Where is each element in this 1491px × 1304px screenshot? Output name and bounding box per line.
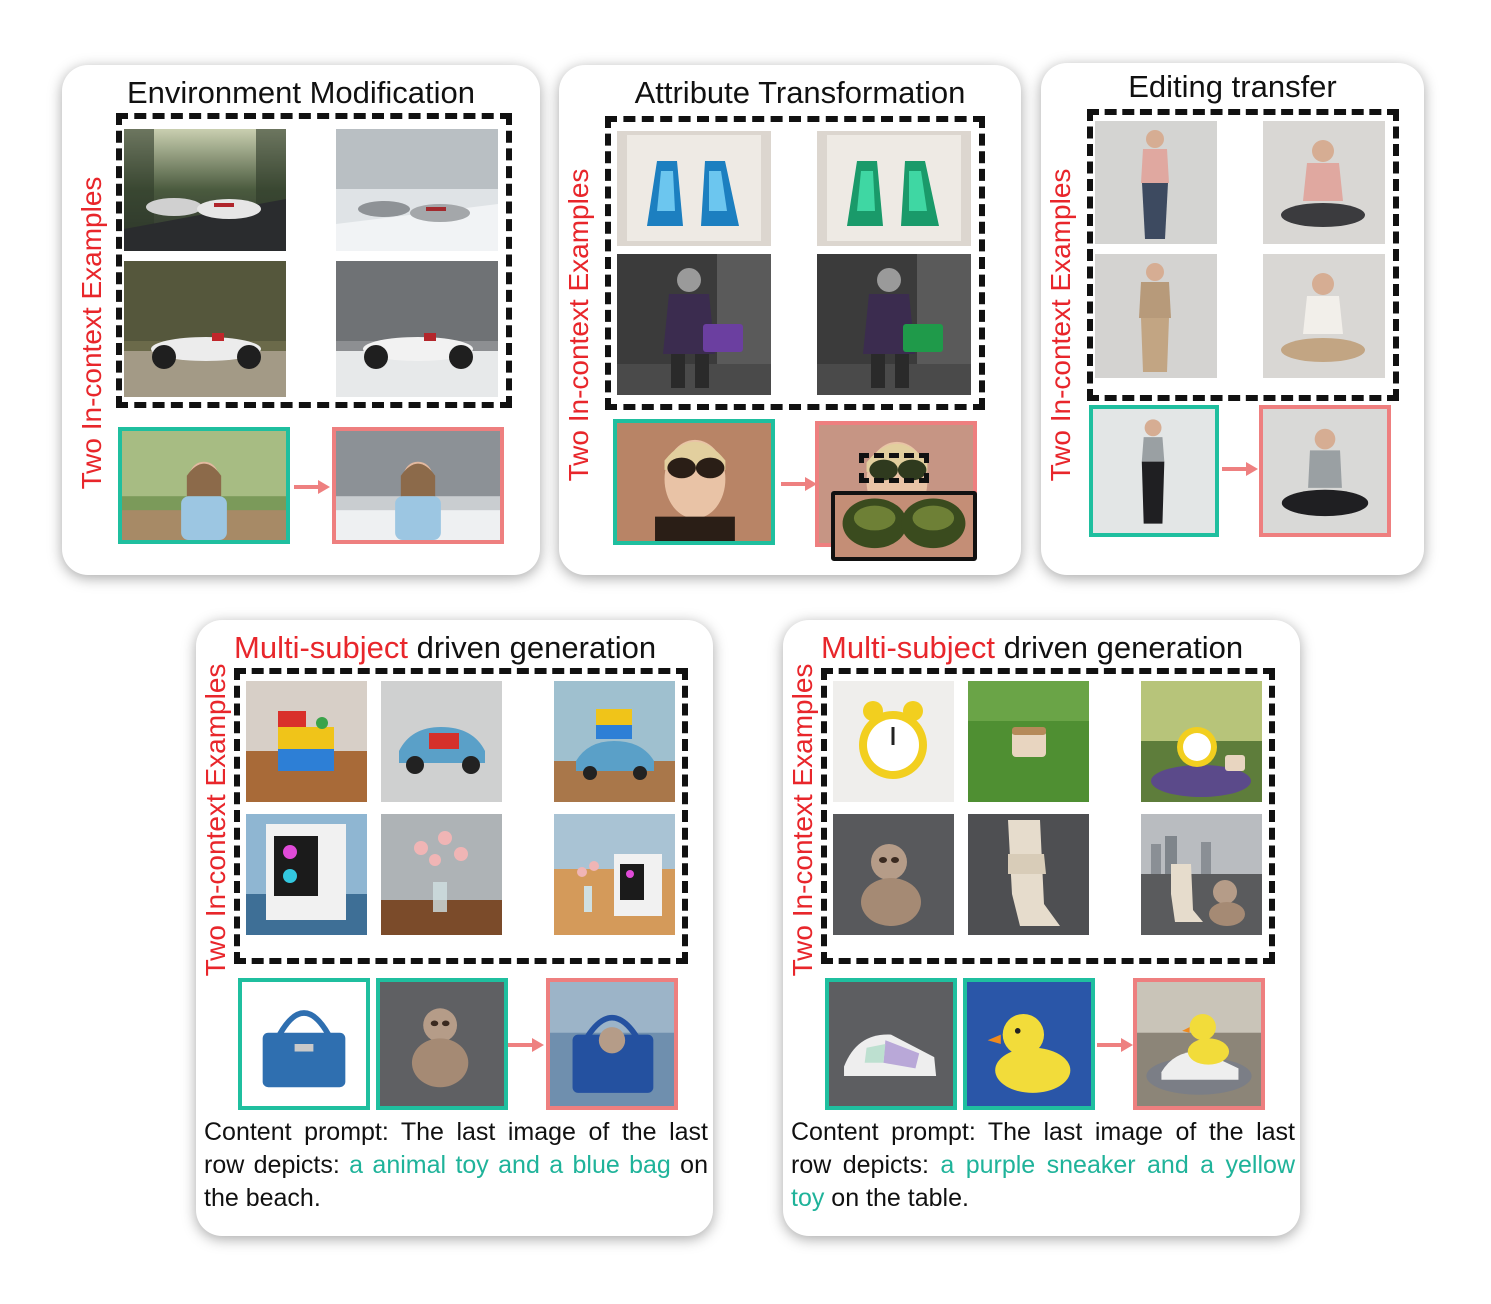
title-rest: driven generation — [995, 630, 1244, 665]
content-prompt: Content prompt: The last image of the la… — [791, 1116, 1295, 1215]
arrow-icon — [1097, 1038, 1133, 1052]
panel-title: Editing transfer — [1128, 69, 1337, 104]
query-input-image-rubber-duck — [963, 978, 1095, 1110]
example-image-fringe-boot — [968, 814, 1089, 935]
example-image-blue-fins — [617, 131, 771, 246]
example-image-woman-standing — [1095, 121, 1217, 244]
arrow-icon — [1222, 462, 1258, 476]
query-input-image-bag — [238, 978, 370, 1110]
example-image-pc-case — [246, 814, 367, 935]
query-input-image-sloth — [376, 978, 508, 1110]
arrow-icon — [508, 1038, 544, 1052]
example-image-sloth-toy — [833, 814, 954, 935]
query-output-image — [1259, 405, 1391, 537]
example-image-flowers-vase — [381, 814, 502, 935]
panel-title: Multi-subject driven generation — [196, 630, 656, 666]
arrow-icon — [781, 477, 817, 491]
query-output-image — [332, 427, 504, 544]
in-context-examples-box — [234, 668, 688, 964]
example-image-race-car-snow — [336, 261, 498, 397]
in-context-examples-box — [116, 113, 512, 408]
example-image-woman-beige-sitting — [1263, 254, 1385, 378]
example-image-snow-cars — [336, 129, 498, 251]
example-image-clock-candle-forest — [1141, 681, 1262, 802]
panel-title: Attribute Transformation — [634, 75, 966, 110]
example-image-pc-flowers-desert — [554, 814, 675, 935]
query-output-image — [1133, 978, 1265, 1110]
prompt-suffix: on the table. — [824, 1184, 969, 1212]
example-image-woman-beige-standing — [1095, 254, 1217, 378]
example-image-knight-green-bag — [817, 254, 971, 395]
example-image-forest-cars — [124, 129, 286, 251]
zoom-region-box — [859, 453, 929, 483]
in-context-examples-box — [605, 116, 985, 410]
query-input-image — [613, 419, 775, 545]
example-image-toy-car — [381, 681, 502, 802]
zoom-inset-image — [831, 491, 977, 561]
query-output-image — [546, 978, 678, 1110]
content-prompt: Content prompt: The last image of the la… — [204, 1116, 708, 1215]
title-highlight: Multi-subject — [234, 630, 408, 665]
prompt-prefix: Content prompt: The last image of the la… — [204, 1118, 708, 1179]
panel-environment-modification: Environment Modification Two In-context … — [62, 65, 540, 575]
panel-multi-subject-2: Multi-subject driven generation Two In-c… — [783, 620, 1300, 1236]
title-highlight: Multi-subject — [821, 630, 995, 665]
panel-multi-subject-1: Multi-subject driven generation Two In-c… — [196, 620, 713, 1236]
example-image-race-car-hedge — [124, 261, 286, 397]
in-context-examples-box — [1087, 109, 1399, 401]
panel-title: Environment Modification — [126, 75, 476, 110]
example-image-green-fins — [817, 131, 971, 246]
query-input-image — [118, 427, 290, 544]
example-image-woman-sitting — [1263, 121, 1385, 244]
panel-editing-transfer: Editing transfer Two In-context Examples — [1041, 63, 1424, 575]
example-image-candle-grass — [968, 681, 1089, 802]
prompt-suffix: on the beach. — [204, 1151, 708, 1212]
arrow-icon — [294, 480, 330, 494]
title-rest: driven generation — [408, 630, 657, 665]
example-image-blocks-and-car — [554, 681, 675, 802]
prompt-highlight: a purple sneaker and a yellow toy — [791, 1151, 1295, 1212]
query-input-image-sneaker — [825, 978, 957, 1110]
example-image-alarm-clock — [833, 681, 954, 802]
query-input-image — [1089, 405, 1219, 537]
panel-title: Multi-subject driven generation — [783, 630, 1243, 666]
panel-attribute-transformation: Attribute Transformation Two In-context … — [559, 65, 1021, 575]
example-image-toy-blocks — [246, 681, 367, 802]
example-image-boot-sloth-city — [1141, 814, 1262, 935]
example-image-knight-purple-bag — [617, 254, 771, 395]
prompt-highlight: a animal toy and a blue bag — [349, 1151, 671, 1179]
prompt-prefix: Content prompt: The last image of the la… — [791, 1118, 1295, 1179]
in-context-examples-box — [821, 668, 1275, 964]
